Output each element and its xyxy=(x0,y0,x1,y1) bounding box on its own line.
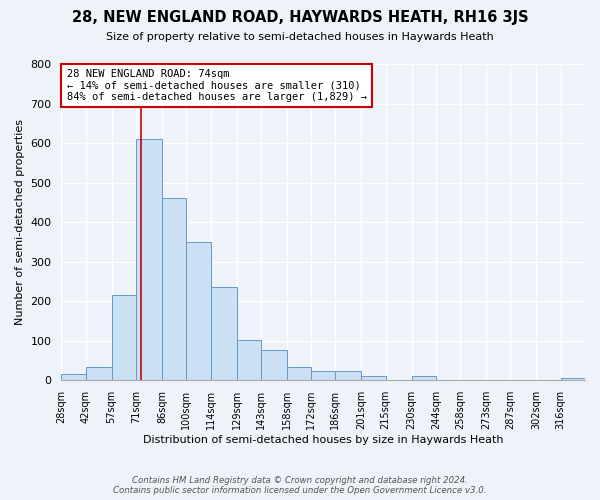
Bar xyxy=(211,288,236,380)
Bar xyxy=(61,374,86,380)
Bar xyxy=(162,198,186,380)
Text: 28, NEW ENGLAND ROAD, HAYWARDS HEATH, RH16 3JS: 28, NEW ENGLAND ROAD, HAYWARDS HEATH, RH… xyxy=(71,10,529,25)
Bar xyxy=(361,376,386,380)
Bar xyxy=(561,378,585,380)
X-axis label: Distribution of semi-detached houses by size in Haywards Heath: Distribution of semi-detached houses by … xyxy=(143,435,503,445)
Text: 28 NEW ENGLAND ROAD: 74sqm
← 14% of semi-detached houses are smaller (310)
84% o: 28 NEW ENGLAND ROAD: 74sqm ← 14% of semi… xyxy=(67,68,367,102)
Bar xyxy=(261,350,287,380)
Text: Contains HM Land Registry data © Crown copyright and database right 2024.
Contai: Contains HM Land Registry data © Crown c… xyxy=(113,476,487,495)
Bar xyxy=(311,371,335,380)
Bar xyxy=(287,366,311,380)
Bar xyxy=(136,139,162,380)
Bar xyxy=(112,296,136,380)
Y-axis label: Number of semi-detached properties: Number of semi-detached properties xyxy=(15,119,25,325)
Bar xyxy=(86,366,112,380)
Bar xyxy=(335,371,361,380)
Bar xyxy=(186,242,211,380)
Bar xyxy=(236,340,261,380)
Bar xyxy=(412,376,436,380)
Text: Size of property relative to semi-detached houses in Haywards Heath: Size of property relative to semi-detach… xyxy=(106,32,494,42)
